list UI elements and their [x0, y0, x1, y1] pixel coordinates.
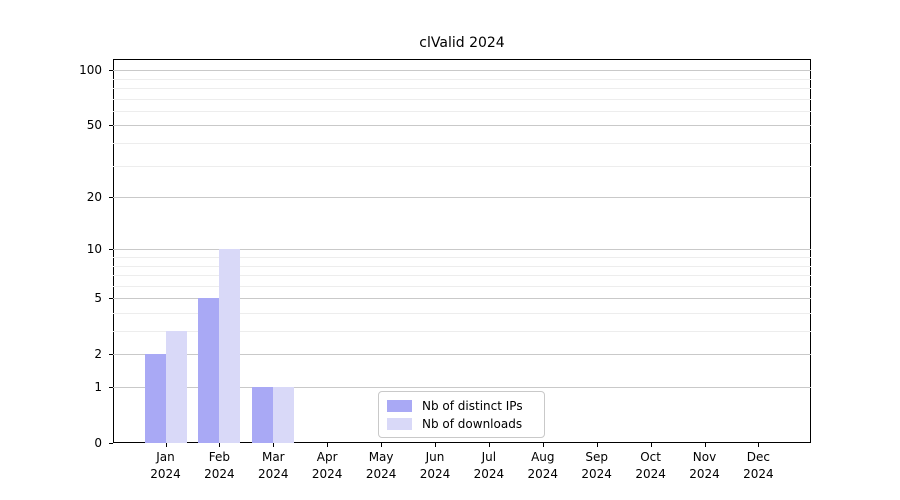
- x-tick-label: Jul 2024: [473, 450, 505, 481]
- y-tick-mark: [109, 70, 113, 72]
- x-tick-mark: [758, 443, 760, 447]
- x-tick-mark: [219, 443, 221, 447]
- y-tick-label: 0: [94, 436, 102, 450]
- y-tick-mark: [109, 354, 113, 356]
- legend: Nb of distinct IPs Nb of downloads: [378, 391, 545, 438]
- y-tick-mark: [109, 197, 113, 199]
- y-tick-mark: [109, 249, 113, 251]
- x-tick-mark: [381, 443, 383, 447]
- minor-gridline: [113, 110, 811, 112]
- x-tick-mark: [327, 443, 329, 447]
- major-gridline: [113, 197, 811, 199]
- minor-gridline: [113, 275, 811, 277]
- y-tick-label: 10: [86, 242, 102, 257]
- major-gridline: [113, 125, 811, 127]
- legend-label-distinct-ips: Nb of distinct IPs: [422, 398, 523, 413]
- y-tick-label: 100: [79, 63, 102, 78]
- minor-gridline: [113, 312, 811, 314]
- major-gridline: [113, 354, 811, 356]
- bar-downloads-mar: [273, 387, 295, 443]
- x-tick-label: Dec 2024: [743, 450, 774, 481]
- minor-gridline: [113, 285, 811, 287]
- legend-item-distinct-ips: Nb of distinct IPs: [387, 399, 544, 413]
- x-tick-label: Nov 2024: [689, 450, 720, 481]
- minor-gridline: [113, 331, 811, 333]
- x-tick-mark: [704, 443, 706, 447]
- x-tick-label: Mar 2024: [258, 450, 289, 481]
- chart-title: clValid 2024: [419, 35, 505, 51]
- major-gridline: [113, 387, 811, 388]
- legend-label-downloads: Nb of downloads: [422, 416, 523, 431]
- x-tick-label: Apr 2024: [311, 450, 343, 481]
- major-gridline: [113, 249, 811, 251]
- y-tick-mark: [109, 298, 113, 300]
- x-tick-label: May 2024: [365, 450, 397, 481]
- bar-distinct-ips-mar: [252, 387, 274, 443]
- x-tick-mark: [165, 443, 167, 447]
- x-tick-label: Feb 2024: [204, 450, 235, 481]
- minor-gridline: [113, 165, 811, 167]
- x-tick-mark: [273, 443, 275, 447]
- x-tick-label: Sep 2024: [581, 450, 612, 481]
- bar-distinct-ips-jan: [144, 354, 166, 443]
- x-tick-mark: [650, 443, 652, 447]
- y-tick-label: 2: [94, 347, 102, 362]
- y-tick-label: 50: [86, 118, 102, 133]
- minor-gridline: [113, 143, 811, 145]
- x-tick-label: Jun 2024: [419, 450, 451, 481]
- bar-downloads-feb: [219, 249, 241, 443]
- bar-distinct-ips-feb: [198, 298, 220, 443]
- x-tick-mark: [488, 443, 490, 447]
- y-tick-label: 20: [86, 190, 102, 205]
- y-tick-mark: [109, 387, 113, 388]
- bar-downloads-jan: [165, 331, 187, 443]
- y-tick-label: 1: [94, 380, 102, 394]
- minor-gridline: [113, 88, 811, 90]
- x-tick-mark: [596, 443, 598, 447]
- minor-gridline: [113, 98, 811, 100]
- minor-gridline: [113, 257, 811, 258]
- legend-swatch-downloads: [387, 417, 412, 430]
- x-tick-label: Jan 2024: [150, 450, 181, 481]
- x-tick-mark: [435, 443, 436, 447]
- major-gridline: [113, 298, 811, 300]
- minor-gridline: [113, 265, 811, 267]
- x-tick-label: Aug 2024: [527, 450, 559, 481]
- x-tick-label: Oct 2024: [635, 450, 666, 481]
- legend-swatch-distinct-ips: [387, 399, 412, 412]
- y-tick-mark: [109, 125, 113, 127]
- y-tick-label: 5: [94, 291, 102, 306]
- x-tick-mark: [542, 443, 544, 447]
- major-gridline: [113, 70, 811, 72]
- minor-gridline: [113, 78, 811, 80]
- legend-item-downloads: Nb of downloads: [387, 417, 544, 431]
- y-tick-mark: [109, 443, 113, 444]
